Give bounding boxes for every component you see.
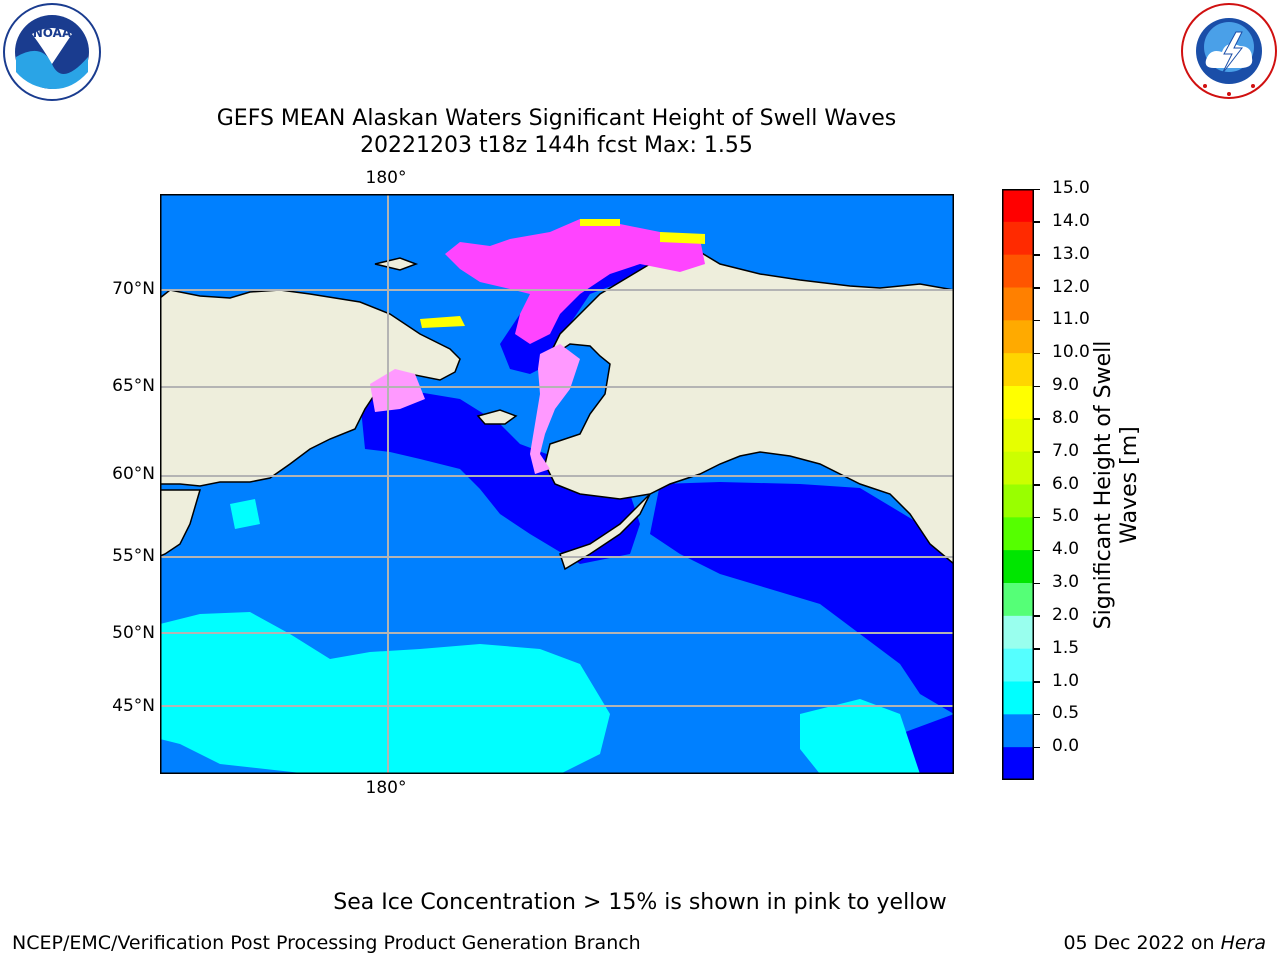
colorbar-tick-label: 14.0: [1052, 210, 1090, 231]
colorbar-segment: [1002, 221, 1034, 256]
colorbar-tick-mark: [1034, 549, 1040, 552]
colorbar-segment: [1002, 484, 1034, 518]
sea-ice-yellow-edge: [420, 219, 705, 328]
colorbar-tick-mark: [1034, 582, 1040, 584]
swell-10-15-southeast: [800, 699, 920, 774]
colorbar-tick-mark: [1034, 484, 1040, 486]
sea-ice-anadyr: [370, 369, 425, 412]
sea-ice-chukchi: [445, 219, 705, 344]
colorbar-tick-label: 8.0: [1052, 407, 1080, 428]
footer-machine: Hera: [1220, 932, 1266, 954]
colorbar-tick-mark: [1034, 516, 1040, 519]
colorbar-segment: [1002, 714, 1034, 748]
graticule: [160, 194, 954, 774]
colorbar-tick-label: 15.0: [1052, 178, 1090, 198]
colorbar-segment: [1002, 517, 1034, 551]
colorbar-tick-mark: [1034, 451, 1040, 453]
colorbar-segment: [1002, 353, 1034, 387]
lon-label-bottom: 180°: [365, 778, 407, 798]
colorbar-segment: [1002, 681, 1034, 715]
colorbar-tick-label: 9.0: [1052, 375, 1080, 395]
lat-label-45: 45°N: [112, 696, 155, 716]
colorbar-segment: [1002, 320, 1034, 354]
land-kamchatka-tip: [160, 489, 202, 557]
swell-10-15-west-patch: [220, 664, 320, 714]
footer-branch: NCEP/EMC/Verification Post Processing Pr…: [12, 932, 641, 954]
sea-ice-norton: [530, 344, 580, 474]
colorbar-tick-mark: [1034, 221, 1040, 223]
colorbar-tick-label: 4.0: [1052, 539, 1080, 560]
colorbar-tick-label: 11.0: [1052, 309, 1090, 330]
colorbar-tick-label: 13.0: [1052, 243, 1090, 264]
colorbar-tick-label: 2.0: [1052, 604, 1080, 625]
colorbar-tick-label: 12.0: [1052, 276, 1090, 297]
colorbar-tick-mark: [1034, 385, 1040, 387]
colorbar-segment: [1002, 254, 1034, 288]
colorbar-segment: [1002, 550, 1034, 584]
colorbar-tick-label: 3.0: [1052, 572, 1080, 592]
lat-label-60: 60°N: [112, 464, 155, 484]
sea-ice-note: Sea Ice Concentration > 15% is shown in …: [333, 890, 947, 915]
colorbar-tick-label: 0.5: [1052, 703, 1080, 724]
colorbar-tick-label: 1.5: [1052, 637, 1080, 658]
colorbar-segment: [1002, 747, 1034, 780]
colorbar-tick-mark: [1034, 254, 1040, 256]
land-alaska-peninsula: [559, 493, 651, 571]
swell-0-05-gulf: [650, 482, 954, 714]
nws-logo: [1181, 3, 1277, 99]
colorbar-tick-mark: [1034, 648, 1040, 650]
colorbar-segment: [1002, 418, 1034, 453]
swell-10-15-small: [230, 499, 260, 529]
noaa-logo-text: NOAA: [33, 26, 72, 40]
lat-label-65: 65°N: [112, 376, 155, 396]
lon-label-top: 180°: [365, 168, 407, 188]
colorbar-segment: [1002, 287, 1034, 321]
chart-title: GEFS MEAN Alaskan Waters Significant Hei…: [216, 106, 897, 131]
colorbar-tick-label: 5.0: [1052, 506, 1080, 527]
colorbar-segment: [1002, 189, 1034, 223]
lat-label-70: 70°N: [112, 279, 155, 299]
land-stlawrence-island: [476, 409, 518, 425]
colorbar-segment: [1002, 451, 1034, 485]
colorbar-tick-mark: [1034, 287, 1040, 289]
lat-label-50: 50°N: [112, 623, 155, 643]
colorbar-tick-mark: [1034, 746, 1040, 749]
colorbar-label-line1: Significant Height of Swell: [1091, 340, 1116, 630]
colorbar-tick-mark: [1034, 418, 1040, 420]
colorbar-frame: [1002, 189, 1034, 780]
footer-date-text: 05 Dec 2022 on: [1063, 932, 1221, 954]
colorbar-tick-label: 6.0: [1052, 473, 1080, 494]
colorbar-segment: [1002, 583, 1034, 617]
colorbar-tick-mark: [1034, 681, 1040, 683]
swell-0-05-chukchi: [500, 234, 670, 374]
lat-label-55: 55°N: [112, 546, 155, 566]
colorbar-label-line2: Waves [m]: [1117, 426, 1142, 544]
colorbar-tick-mark: [1034, 188, 1040, 190]
alaska-swell-map: [160, 194, 954, 774]
colorbar-segment: [1002, 615, 1034, 650]
noaa-logo: NOAA: [3, 3, 101, 101]
colorbar-tick-mark: [1034, 352, 1040, 355]
colorbar-segment: [1002, 648, 1034, 682]
colorbar-tick-label: 0.0: [1052, 736, 1080, 757]
footer-date: 05 Dec 2022 on Hera: [1063, 932, 1266, 954]
colorbar-tick-mark: [1034, 319, 1040, 322]
colorbar-tick-label: 10.0: [1052, 342, 1090, 363]
colorbar-tick-label: 7.0: [1052, 440, 1080, 461]
colorbar-tick-mark: [1034, 713, 1040, 716]
swell-10-15-south: [160, 612, 610, 774]
colorbar-tick-label: 1.0: [1052, 670, 1080, 691]
land-wrangel-island: [374, 257, 419, 271]
map-frame: [160, 194, 954, 774]
colorbar-segment: [1002, 386, 1034, 420]
colorbar-label: Significant Height of Swell Waves [m]: [1091, 325, 1143, 645]
colorbar: [1002, 189, 1034, 780]
chart-subtitle: 20221203 t18z 144h fcst Max: 1.55: [360, 133, 753, 158]
colorbar-tick-mark: [1034, 615, 1040, 617]
